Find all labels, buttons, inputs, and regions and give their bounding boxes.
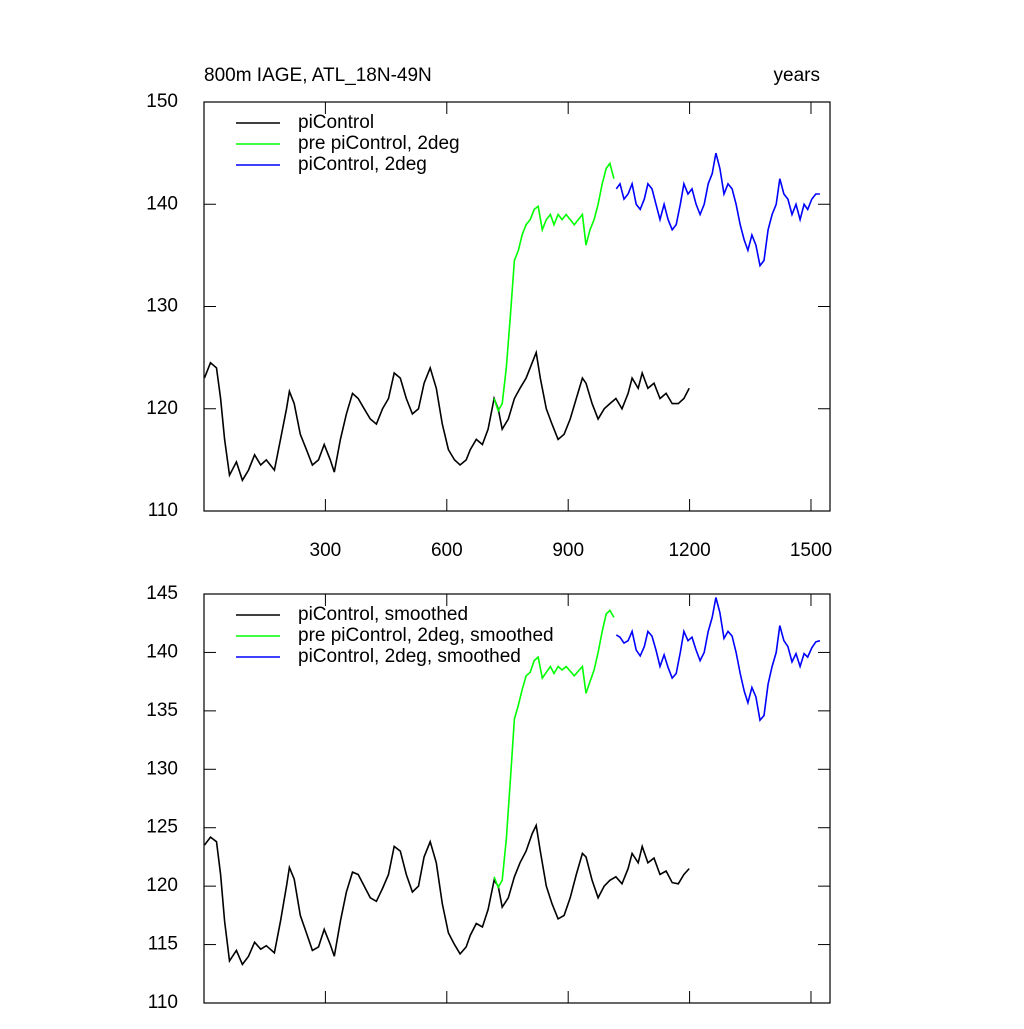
y-tick-label: 135 [146,700,178,721]
y-tick-label: 140 [146,641,178,662]
legend-label: piControl [298,112,374,133]
legend-label: pre piControl, 2deg, smoothed [298,625,554,646]
legend-label: piControl, 2deg, smoothed [298,646,521,667]
y-tick-label: 110 [148,500,178,521]
line-series [493,161,615,413]
line-series [203,822,690,966]
chart-title: 800m IAGE, ATL_18N-49N [204,65,432,86]
x-axis-units: years [774,65,820,86]
y-tick-label: 110 [148,992,178,1013]
line-series [615,597,821,723]
y-tick-label: 115 [148,934,178,955]
plot-frame [203,593,831,1004]
y-tick-label: 140 [146,193,178,214]
line-series [615,152,820,268]
y-tick-label: 120 [146,875,178,896]
line-series [203,349,690,483]
x-tick-label: 1200 [668,540,710,561]
y-tick-label: 125 [146,817,178,838]
y-tick-label: 120 [146,398,178,419]
line-series [493,609,615,890]
x-tick-label: 1500 [790,540,832,561]
legend-label: pre piControl, 2deg [298,133,460,154]
x-tick-label: 300 [310,540,342,561]
legend-label: piControl, smoothed [298,604,468,625]
y-tick-label: 145 [146,583,178,604]
y-tick-label: 150 [146,91,178,112]
x-tick-label: 600 [431,540,463,561]
y-tick-label: 130 [146,758,178,779]
y-tick-label: 130 [146,296,178,317]
legend-label: piControl, 2deg [298,154,427,175]
x-tick-label: 900 [552,540,584,561]
